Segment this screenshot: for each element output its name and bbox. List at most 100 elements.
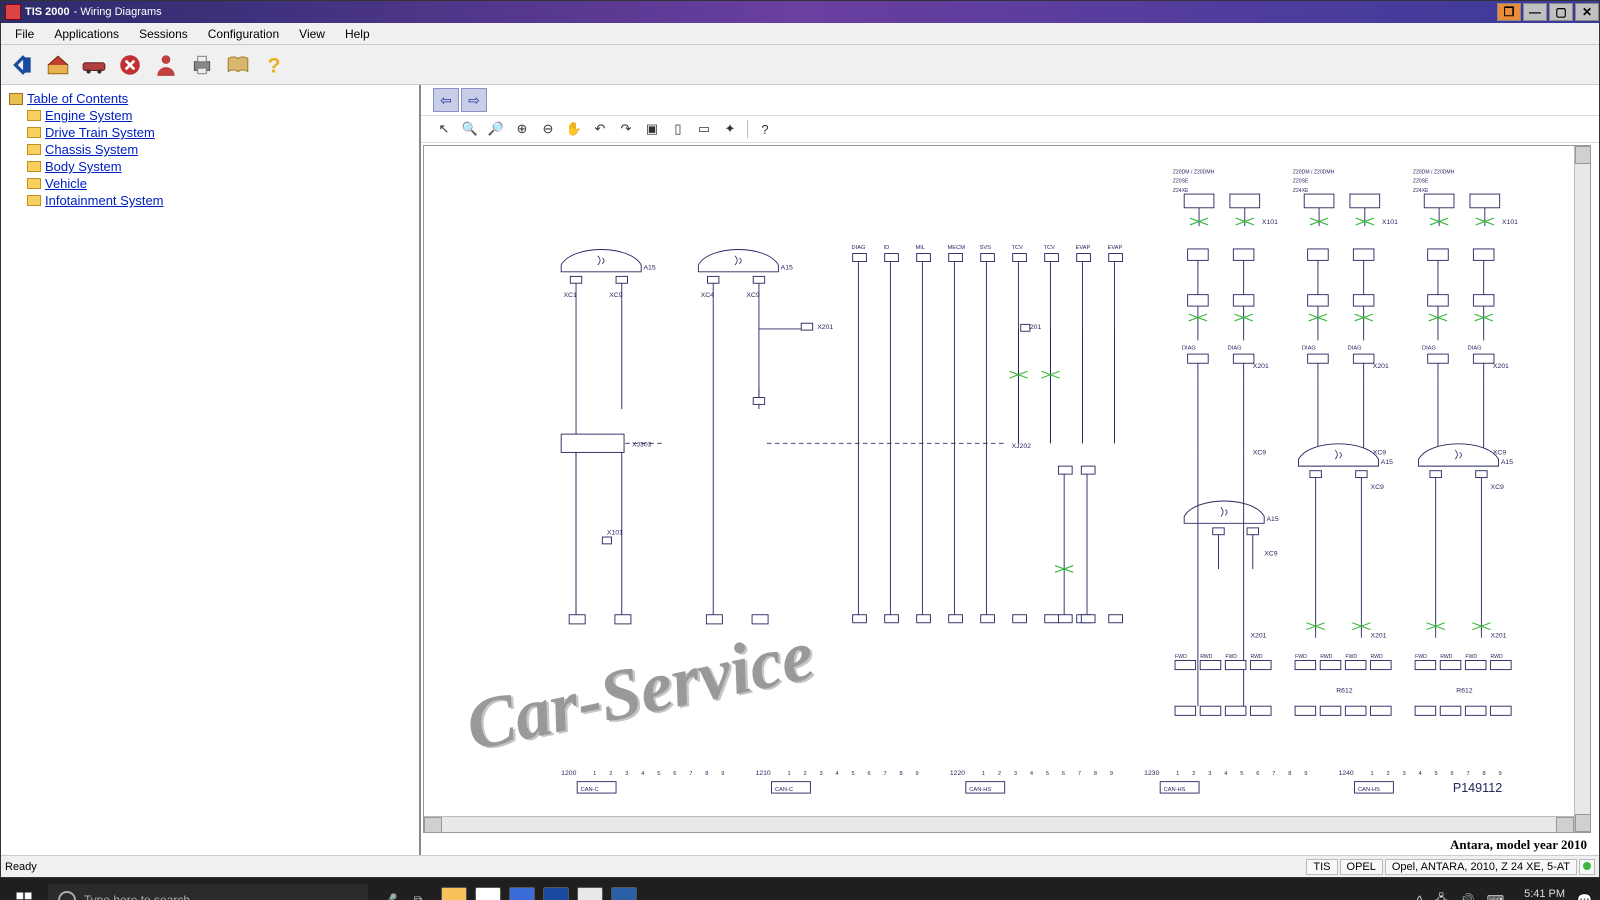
svg-text:1: 1 xyxy=(788,771,791,777)
svg-text:DIAG: DIAG xyxy=(1228,346,1243,352)
svg-text:FWD: FWD xyxy=(1345,654,1357,660)
clock[interactable]: 5:41 PM 9/23/2021 xyxy=(1516,888,1565,900)
svg-text:DIAG: DIAG xyxy=(1302,346,1317,352)
zoom-out-icon[interactable]: ⊖ xyxy=(537,118,559,140)
svg-text:6: 6 xyxy=(1062,771,1065,777)
separator xyxy=(747,120,748,138)
rotate-ccw-icon[interactable]: ↶ xyxy=(589,118,611,140)
tree-item-engine[interactable]: Engine System xyxy=(27,108,411,123)
prev-page-button[interactable]: ⇦ xyxy=(433,88,459,112)
svg-text:1: 1 xyxy=(1371,771,1374,777)
tree-label[interactable]: Drive Train System xyxy=(45,125,155,140)
tree-label[interactable]: Vehicle xyxy=(45,176,87,191)
next-page-button[interactable]: ⇨ xyxy=(461,88,487,112)
svg-text:6: 6 xyxy=(868,771,871,777)
menu-help[interactable]: Help xyxy=(335,25,380,43)
folder-icon xyxy=(27,127,41,138)
toc-link[interactable]: Table of Contents xyxy=(27,91,128,106)
svg-text:Z20SE: Z20SE xyxy=(1293,179,1309,185)
nav-back-icon[interactable] xyxy=(7,50,37,80)
settings-icon[interactable]: ✦ xyxy=(719,118,741,140)
taskbar-app-explorer[interactable] xyxy=(440,886,468,900)
home-icon[interactable] xyxy=(43,50,73,80)
fit-height-icon[interactable]: ▯ xyxy=(667,118,689,140)
tree-root[interactable]: Table of Contents xyxy=(9,91,411,106)
minimize-button[interactable]: — xyxy=(1523,3,1547,21)
svg-text:1220: 1220 xyxy=(950,770,965,777)
svg-text:FWD: FWD xyxy=(1465,654,1477,660)
close-button[interactable]: ✕ xyxy=(1575,3,1599,21)
help-icon[interactable]: ? xyxy=(259,50,289,80)
mic-icon[interactable]: 🎤 xyxy=(376,886,404,900)
tree-label[interactable]: Body System xyxy=(45,159,122,174)
search-icon xyxy=(58,891,76,900)
main-toolbar: ? xyxy=(1,45,1599,85)
tree-label[interactable]: Infotainment System xyxy=(45,193,164,208)
read-icon[interactable] xyxy=(223,50,253,80)
svg-text:7: 7 xyxy=(689,771,692,777)
tree-item-chassis[interactable]: Chassis System xyxy=(27,142,411,157)
pointer-icon[interactable]: ↖ xyxy=(433,118,455,140)
tree-label[interactable]: Chassis System xyxy=(45,142,138,157)
svg-text:Z20DM / Z20DMH: Z20DM / Z20DMH xyxy=(1293,169,1335,175)
taskbar-app-chrome[interactable] xyxy=(474,886,502,900)
svg-text:2: 2 xyxy=(998,771,1001,777)
zoom-area-out-icon[interactable]: 🔎 xyxy=(485,118,507,140)
taskbar-app-tis[interactable] xyxy=(610,886,638,900)
tree-item-vehicle[interactable]: Vehicle xyxy=(27,176,411,191)
svg-text:CAN-C: CAN-C xyxy=(775,787,793,793)
vertical-scrollbar[interactable] xyxy=(1574,146,1590,832)
svg-text:CAN-C: CAN-C xyxy=(581,787,599,793)
cancel-icon[interactable] xyxy=(115,50,145,80)
help2-icon[interactable]: ? xyxy=(754,118,776,140)
fit-window-icon[interactable]: ▣ xyxy=(641,118,663,140)
diagram-viewport[interactable]: A15XC1XC9A15XC4XC9X201XJ303X101XJ202DIAG… xyxy=(423,145,1591,833)
svg-text:DIAG: DIAG xyxy=(1468,346,1483,352)
tree-item-infotainment[interactable]: Infotainment System xyxy=(27,193,411,208)
menu-applications[interactable]: Applications xyxy=(44,25,129,43)
tray-volume-icon[interactable]: 🔊 xyxy=(1460,893,1475,900)
fit-width-icon[interactable]: ▭ xyxy=(693,118,715,140)
pan-icon[interactable]: ✋ xyxy=(563,118,585,140)
svg-text:1: 1 xyxy=(982,771,985,777)
taskbar-app-paint[interactable] xyxy=(576,886,604,900)
tree-item-drivetrain[interactable]: Drive Train System xyxy=(27,125,411,140)
svg-text:A15: A15 xyxy=(781,265,793,272)
tray-network-icon[interactable]: 🖧 xyxy=(1434,890,1447,900)
taskbar-app-vbox[interactable] xyxy=(542,886,570,900)
zoom-in-icon[interactable]: ⊕ xyxy=(511,118,533,140)
svg-text:XC9: XC9 xyxy=(1253,450,1267,457)
svg-text:5: 5 xyxy=(1435,771,1438,777)
restore-overlay-button[interactable]: ❐ xyxy=(1497,3,1521,21)
svg-text:P149112: P149112 xyxy=(1453,781,1502,795)
svg-text:A15: A15 xyxy=(1381,459,1393,466)
tray-chevron-icon[interactable]: ^ xyxy=(1417,893,1423,900)
svg-text:TCV: TCV xyxy=(1012,245,1024,251)
folder-icon xyxy=(27,161,41,172)
menu-sessions[interactable]: Sessions xyxy=(129,25,198,43)
svg-text:RWD: RWD xyxy=(1250,654,1262,660)
print-icon[interactable] xyxy=(187,50,217,80)
svg-text:6: 6 xyxy=(673,771,676,777)
taskbar-app-save[interactable] xyxy=(508,886,536,900)
taskview-icon[interactable]: ⧉ xyxy=(404,886,432,900)
svg-text:EVAP: EVAP xyxy=(1108,245,1123,251)
tree-item-body[interactable]: Body System xyxy=(27,159,411,174)
menu-view[interactable]: View xyxy=(289,25,335,43)
horizontal-scrollbar[interactable] xyxy=(424,816,1574,832)
tray-lang-icon[interactable]: ⌨ xyxy=(1487,893,1504,900)
menu-configuration[interactable]: Configuration xyxy=(198,25,289,43)
svg-text:8: 8 xyxy=(1094,771,1097,777)
notification-icon[interactable]: 💬 xyxy=(1577,893,1592,900)
zoom-area-in-icon[interactable]: 🔍 xyxy=(459,118,481,140)
svg-text:RWD: RWD xyxy=(1200,654,1212,660)
start-button[interactable] xyxy=(0,878,48,900)
maximize-button[interactable]: ▢ xyxy=(1549,3,1573,21)
vehicle-icon[interactable] xyxy=(79,50,109,80)
person-icon[interactable] xyxy=(151,50,181,80)
search-box[interactable]: Type here to search xyxy=(48,884,368,900)
tree-label[interactable]: Engine System xyxy=(45,108,132,123)
menu-file[interactable]: File xyxy=(5,25,44,43)
svg-text:9: 9 xyxy=(916,771,919,777)
rotate-cw-icon[interactable]: ↷ xyxy=(615,118,637,140)
